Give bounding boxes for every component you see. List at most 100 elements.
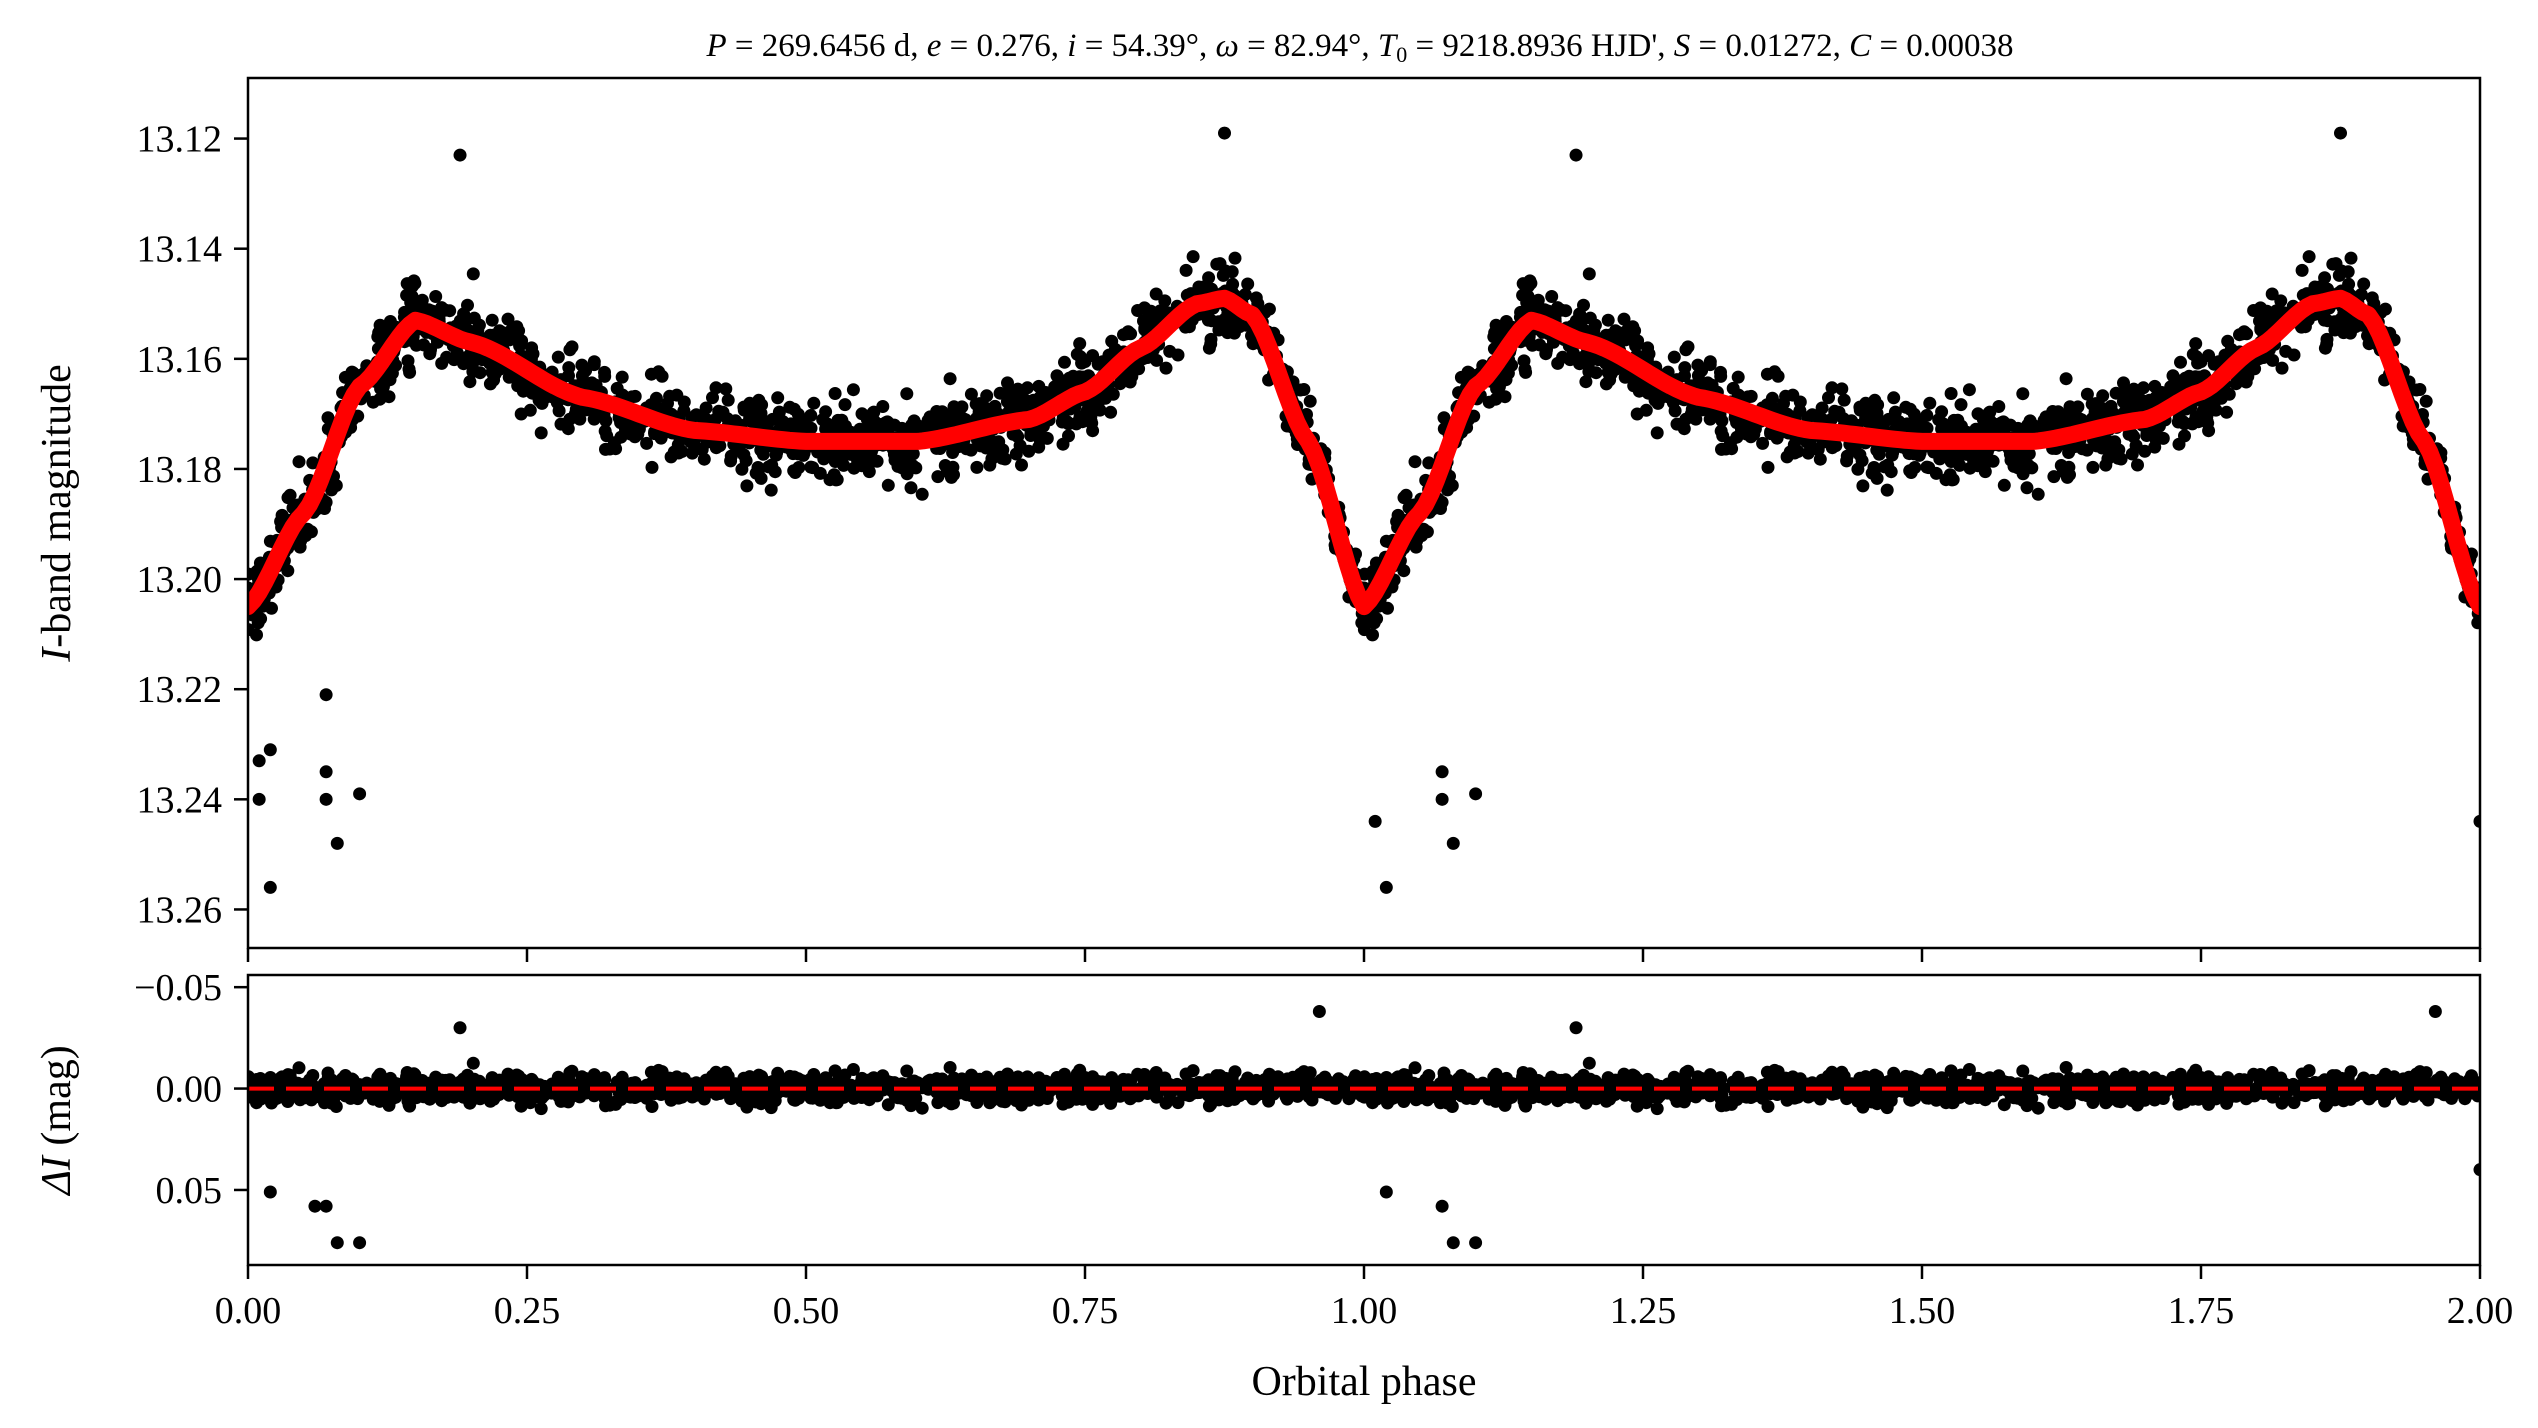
observation-point: [948, 409, 962, 423]
observation-point: [464, 349, 478, 363]
observation-point: [1516, 288, 1530, 302]
light-curve-panel: 13.1213.1413.1613.1813.2013.2213.2413.26…: [34, 76, 2482, 962]
observation-point: [740, 479, 754, 493]
residual-point: [2031, 1101, 2045, 1115]
observation-point: [1904, 466, 1918, 479]
residual-point: [1262, 1067, 1276, 1081]
outlier-point: [319, 792, 333, 806]
observation-point: [2129, 439, 2143, 453]
observation-point: [1409, 540, 1423, 554]
observation-point: [1730, 430, 1744, 444]
observation-point: [2279, 344, 2293, 358]
observation-point: [1791, 445, 1805, 458]
observation-point: [1582, 267, 1596, 281]
observation-point: [1650, 426, 1664, 440]
observation-point: [2060, 470, 2074, 484]
observation-point: [1716, 429, 1730, 443]
observation-point: [2344, 251, 2358, 265]
observation-point: [1887, 391, 1901, 405]
observation-point: [1866, 416, 1880, 429]
observation-point: [463, 375, 477, 389]
observation-point: [1196, 283, 1210, 297]
observation-point: [904, 481, 918, 495]
observation-point: [1205, 314, 1219, 328]
observation-point: [1962, 383, 1976, 397]
observation-point: [648, 427, 662, 441]
observation-point: [970, 460, 984, 474]
observation-point: [1086, 349, 1100, 363]
observation-point: [788, 466, 802, 479]
observation-point: [819, 422, 833, 436]
observation-point: [804, 460, 818, 474]
observation-point: [473, 366, 487, 380]
observation-point: [1704, 407, 1718, 421]
observation-point: [1056, 437, 1070, 451]
observation-point: [1262, 302, 1276, 316]
observation-point: [615, 370, 629, 384]
observation-point: [417, 338, 431, 352]
observation-point: [453, 314, 467, 328]
observation-point: [932, 408, 946, 422]
observation-point: [1397, 564, 1411, 578]
observation-point: [600, 429, 614, 443]
observation-point: [1689, 412, 1703, 426]
observation-point: [1837, 393, 1851, 407]
observation-point: [1714, 369, 1728, 383]
observation-point: [2086, 460, 2100, 474]
observation-point: [558, 418, 572, 431]
outlier-point: [1569, 148, 1583, 162]
observation-point: [1179, 263, 1193, 277]
observation-point: [1366, 628, 1379, 642]
observation-point: [664, 450, 678, 464]
observation-points: [248, 126, 2480, 894]
observation-point: [250, 628, 263, 642]
residual-point: [2086, 1096, 2100, 1109]
residual-point: [1935, 1071, 1949, 1085]
observation-point: [1715, 414, 1729, 428]
observation-point: [2047, 470, 2061, 484]
observation-point: [251, 616, 265, 630]
observation-point: [1163, 344, 1177, 358]
observation-point: [1001, 376, 1014, 390]
outlier-point: [263, 880, 277, 894]
observation-point: [562, 361, 576, 375]
observation-point: [1982, 406, 1996, 420]
observation-point: [2016, 387, 2030, 401]
observation-point: [1147, 311, 1161, 325]
observation-point: [756, 447, 770, 461]
observation-point: [1815, 401, 1829, 415]
residual-point: [970, 1096, 984, 1109]
observation-point: [501, 312, 515, 326]
observation-point: [819, 405, 833, 419]
observation-point: [2265, 287, 2279, 301]
residual-point: [1408, 1061, 1422, 1075]
observation-point: [771, 391, 785, 405]
observation-point: [1761, 460, 1775, 474]
observation-point: [1058, 355, 1071, 369]
observation-point: [745, 403, 759, 417]
observation-point: [385, 366, 399, 380]
observation-point: [907, 414, 921, 428]
y-tick-label: 13.14: [137, 229, 223, 271]
observation-point: [2186, 347, 2200, 361]
observation-point: [2189, 410, 2203, 424]
residual-points: [248, 1005, 2480, 1250]
observation-point: [1822, 391, 1835, 405]
observation-point: [523, 403, 537, 417]
observation-point: [931, 470, 945, 484]
observation-point: [1861, 403, 1875, 417]
observation-point: [2080, 387, 2094, 401]
observation-point: [2220, 405, 2234, 419]
residual-point: [915, 1101, 929, 1115]
observation-point: [828, 455, 842, 468]
observation-point: [292, 455, 306, 469]
observation-point: [2129, 391, 2143, 404]
residual-point: [2197, 1076, 2211, 1090]
observation-point: [1422, 456, 1436, 470]
observation-point: [346, 366, 360, 380]
observation-point: [628, 389, 642, 403]
observation-point: [2318, 341, 2332, 355]
observation-point: [2224, 342, 2238, 356]
observation-point: [1533, 338, 1547, 352]
